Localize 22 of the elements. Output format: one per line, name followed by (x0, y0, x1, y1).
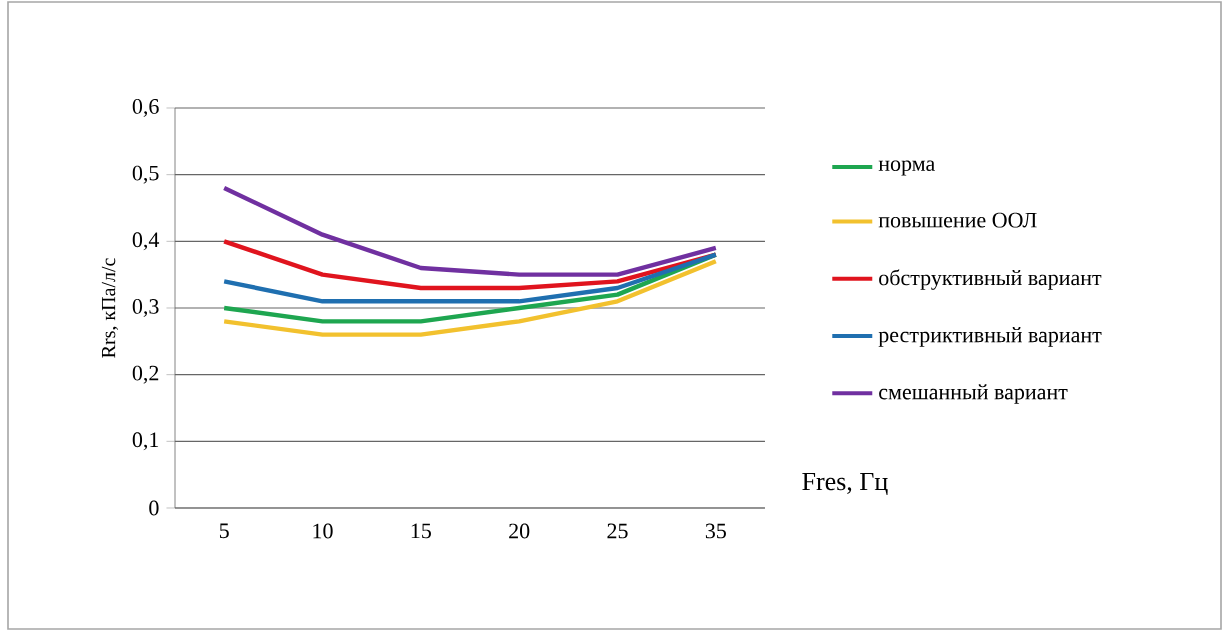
y-axis-title: Rrs, кПа/л/с (101, 258, 119, 358)
line-series (221, 259, 719, 337)
y-tick-label: 0 (149, 500, 159, 516)
x-tick-label: 10 (313, 523, 333, 539)
x-tick-label: 5 (219, 523, 229, 539)
x-tick-label: 20 (509, 523, 530, 539)
y-tick-label: 0,6 (132, 99, 159, 118)
x-axis-title: Fres, Гц (802, 472, 888, 495)
line-series (221, 185, 719, 277)
legend-label: смешанный вариант (879, 384, 1068, 404)
y-tick-label: 0,1 (132, 432, 159, 451)
y-tick-label: 0,2 (132, 365, 159, 384)
legend-label: обструктивный вариант (879, 269, 1102, 290)
legend-label: повышение ООЛ (878, 212, 1037, 228)
y-tick-label: 0,4 (132, 232, 160, 251)
x-tick-label: 35 (705, 523, 726, 539)
legend-label: рестриктивный вариант (878, 327, 1102, 347)
legend-label: норма (878, 160, 935, 176)
y-tick-label: 0,3 (132, 299, 159, 317)
y-tick-label: 0,5 (132, 165, 159, 184)
x-tick-label: 25 (607, 523, 628, 539)
x-tick-label: 15 (411, 523, 431, 539)
